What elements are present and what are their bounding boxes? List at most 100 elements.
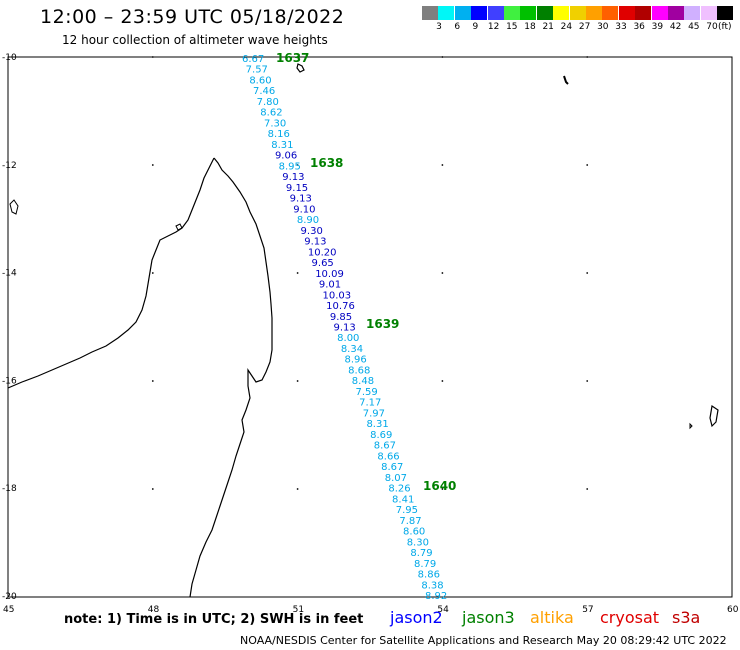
- reunion-island: [689, 422, 693, 430]
- footnote: note: 1) Time is in UTC; 2) SWH is in fe…: [64, 612, 364, 627]
- colorbar-swatch: [422, 6, 438, 20]
- wave-height-value: 8.86: [418, 570, 440, 581]
- colorbar-tick-label: 12: [487, 22, 500, 32]
- colorbar-tick-label: 15: [506, 22, 518, 32]
- wave-height-value: 8.00: [337, 333, 359, 344]
- pass-time-label: 1637: [276, 51, 309, 65]
- latitude-label: -16: [2, 376, 17, 386]
- latitude-label: -12: [2, 161, 17, 171]
- pass-time-label: 1639: [366, 317, 399, 331]
- colorbar-tick-label: 42: [669, 22, 682, 32]
- satellite-legend-jason3: jason3: [462, 608, 515, 627]
- wave-height-value: 8.38: [421, 580, 443, 591]
- grid-dot: [441, 164, 444, 166]
- wave-height-value: 8.69: [370, 430, 392, 441]
- colorbar-swatch: [438, 6, 455, 20]
- nosy-be-island: [175, 223, 183, 231]
- wave-height-value: 8.16: [268, 129, 290, 140]
- wave-height-value: 8.67: [381, 462, 403, 473]
- map-title: 12:00 – 23:59 UTC 05/18/2022: [40, 6, 345, 28]
- grid-dot: [296, 488, 299, 490]
- colorbar-tick-label: 3: [436, 22, 442, 32]
- wave-height-value: 10.03: [323, 290, 352, 301]
- grid-dot: [441, 272, 444, 274]
- wave-height-value: 8.26: [388, 484, 410, 495]
- wave-height-value: 7.30: [264, 118, 286, 129]
- longitude-label: 60: [727, 605, 739, 615]
- pass-time-label: 1640: [423, 479, 456, 493]
- reference-dots: [151, 56, 589, 490]
- wave-height-value: 7.97: [363, 408, 385, 419]
- pass-time-label: 1638: [310, 156, 343, 170]
- wave-height-value: 9.85: [330, 312, 352, 323]
- wave-height-value: 8.34: [341, 344, 363, 355]
- longitude-label: 48: [148, 605, 160, 615]
- seychelles-island: [296, 63, 305, 73]
- grid-dot: [151, 272, 154, 274]
- longitude-label: 51: [293, 605, 304, 615]
- wave-height-value: 8.31: [366, 419, 388, 430]
- pass-time-labels: 1637 1638 1639 1640: [276, 51, 456, 493]
- colorbar-swatch: [700, 6, 717, 20]
- longitude-label: 45: [3, 605, 14, 615]
- colorbar-swatch: [471, 6, 488, 20]
- satellite-legend-s3a: s3a: [672, 608, 701, 627]
- madagascar-coastline: [189, 157, 273, 598]
- colorbar-tick-label: 27: [578, 22, 591, 32]
- colorbar-tick-label: 70: [706, 22, 718, 32]
- grid-dot: [296, 56, 299, 58]
- colorbar-tick-label: 9: [472, 22, 479, 32]
- colorbar-tick-label: 30: [597, 22, 609, 32]
- colorbar-swatch: [536, 6, 553, 20]
- colorbar-tick-label: 45: [688, 22, 700, 32]
- wave-height-value: 8.41: [392, 494, 414, 505]
- colorbar-tick-label: 39: [651, 22, 664, 32]
- grid-dot: [151, 56, 154, 58]
- wave-height-value: 8.66: [377, 451, 399, 462]
- colorbar-swatch: [717, 6, 734, 20]
- wave-height-value: 7.59: [355, 387, 377, 398]
- grid-dot: [441, 380, 444, 382]
- agalega-island: [563, 75, 569, 85]
- grid-dot: [586, 272, 589, 274]
- colorbar-swatch: [651, 6, 668, 20]
- colorbar-tick-label: 36: [633, 22, 645, 32]
- wave-height-value: 9.13: [282, 172, 304, 183]
- credit-line: NOAA/NESDIS Center for Satellite Applica…: [240, 634, 727, 647]
- wave-height-value: 7.17: [359, 398, 381, 409]
- satellite-legend-altika: altika: [530, 608, 574, 627]
- wave-height-value: 8.07: [385, 473, 407, 484]
- wave-height-value: 8.79: [414, 559, 436, 570]
- wave-height-value: 8.60: [403, 527, 425, 538]
- grid-dot: [296, 164, 299, 166]
- wave-height-value: 8.67: [374, 441, 396, 452]
- wave-height-value: 8.92: [425, 591, 447, 602]
- wave-height-value: 9.06: [275, 151, 297, 162]
- wave-height-value: 8.62: [260, 108, 282, 119]
- grid-dot: [296, 380, 299, 382]
- comoros-island: [9, 199, 19, 215]
- grid-dot: [586, 380, 589, 382]
- map-frame: [7, 56, 733, 598]
- colorbar-tick-label: 21: [542, 22, 554, 32]
- colorbar-swatch: [586, 6, 602, 20]
- wave-height-value: 9.30: [301, 226, 323, 237]
- wave-height-value: 9.15: [286, 183, 308, 194]
- wave-height-value: 10.20: [308, 247, 337, 258]
- latitude-labels: -10 -12 -14 -16 -18 -20: [2, 53, 17, 602]
- grid-dot: [441, 56, 444, 58]
- satellite-legend-jason2: jason2: [390, 608, 443, 627]
- colorbar-swatch: [504, 6, 520, 20]
- wave-height-track: 6.677.578.607.467.808.627.308.168.319.06…: [242, 54, 447, 602]
- wave-height-value: 8.48: [352, 376, 374, 387]
- wave-height-value: 7.57: [246, 65, 268, 76]
- wave-height-value: 8.31: [271, 140, 293, 151]
- colorbar-swatch: [602, 6, 619, 20]
- wave-height-value: 9.13: [304, 237, 326, 248]
- wave-height-value: 8.68: [348, 365, 370, 376]
- grid-dot: [296, 272, 299, 274]
- satellite-legend-cryosat: cryosat: [600, 608, 660, 627]
- colorbar-swatch: [520, 6, 537, 20]
- wave-height-value: 10.09: [315, 269, 344, 280]
- colorbar-tick-label: 24: [560, 22, 573, 32]
